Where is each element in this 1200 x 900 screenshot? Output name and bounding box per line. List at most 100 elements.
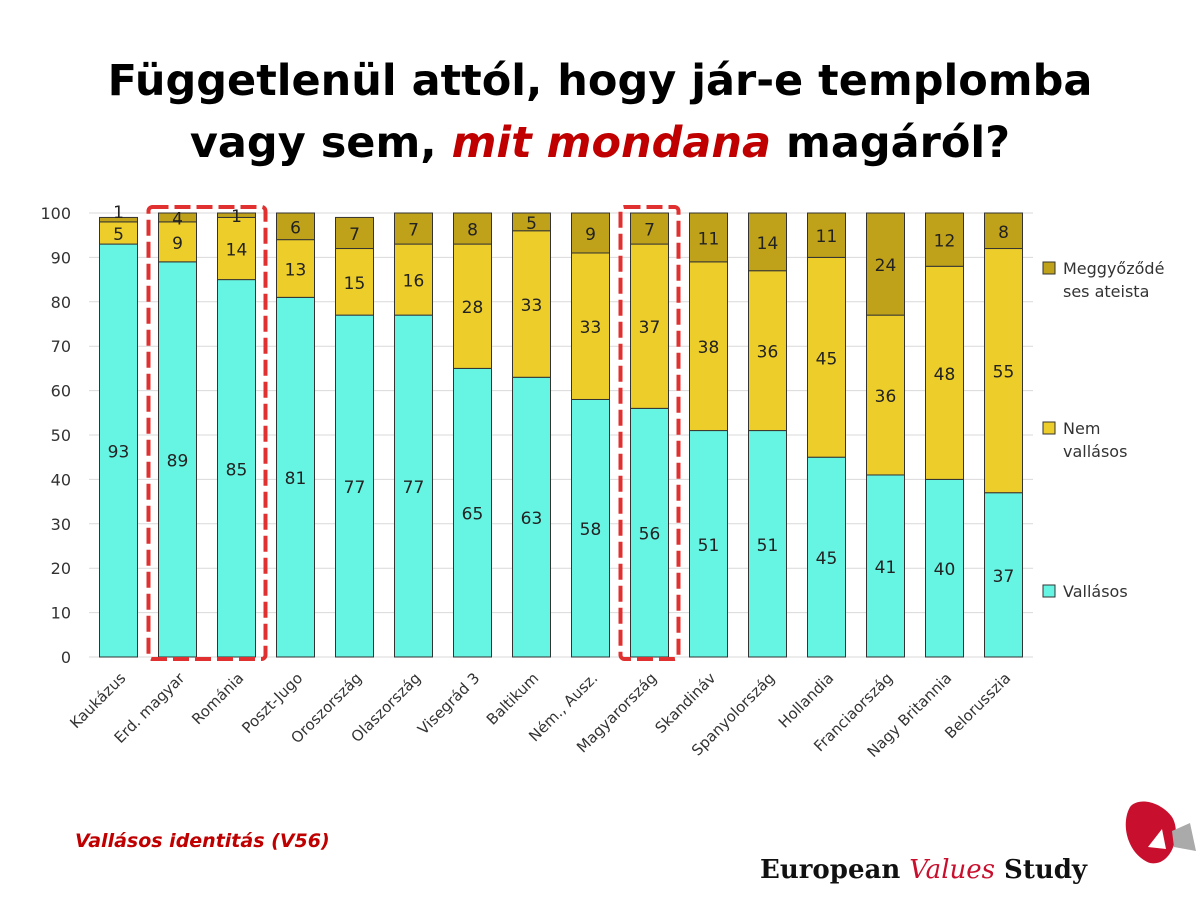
data-label: 33 (580, 318, 602, 338)
bar-segment (217, 216, 256, 281)
bar-segment (866, 474, 905, 658)
data-label: 33 (521, 296, 543, 316)
legend-swatch (1042, 584, 1056, 598)
title-part: magáról? (771, 118, 1011, 168)
legend-label: Nem (1063, 419, 1100, 438)
bar-segment (571, 398, 610, 658)
x-tick-label: Baltikum (483, 669, 542, 728)
data-label: 7 (644, 221, 655, 241)
highlight-box (618, 205, 681, 661)
data-label: 77 (403, 478, 425, 498)
bar-segment (630, 243, 669, 409)
bar-segment (925, 212, 964, 267)
data-label: 4 (172, 209, 183, 229)
highlight-box (146, 205, 268, 661)
legend-label: Vallásos (1063, 582, 1128, 601)
bar-segment (99, 243, 138, 658)
data-label: 8 (467, 221, 478, 241)
data-label: 45 (816, 349, 838, 369)
bar-segment (276, 212, 315, 241)
data-label: 40 (934, 560, 956, 580)
legend-label: Meggyőződé (1063, 259, 1164, 278)
data-label: 9 (585, 225, 596, 245)
legend-swatch (1042, 421, 1056, 435)
data-label: 45 (816, 549, 838, 569)
data-label: 37 (639, 318, 661, 338)
data-label: 41 (875, 558, 897, 578)
data-label: 36 (875, 387, 897, 407)
legend-label: ses ateista (1063, 282, 1149, 301)
title-highlight: mit mondana (451, 118, 772, 168)
data-label: 51 (757, 536, 779, 556)
bar-segment (630, 212, 669, 245)
bar-segment (807, 212, 846, 258)
data-label: 28 (462, 298, 484, 318)
data-label: 65 (462, 505, 484, 525)
bar-segment (748, 212, 787, 272)
data-label: 1 (231, 207, 242, 227)
data-label: 13 (285, 261, 307, 281)
brand-wordmark: European Values Study (760, 855, 1087, 885)
data-label: 81 (285, 469, 307, 489)
data-label: 51 (698, 536, 720, 556)
bar-segment (99, 216, 138, 223)
data-label: 1 (113, 203, 124, 223)
data-label: 9 (172, 234, 183, 254)
bar-segment (512, 230, 551, 378)
data-label: 55 (993, 363, 1015, 383)
data-label: 7 (408, 221, 419, 241)
x-tick-label: Románia (188, 669, 247, 728)
bar-segment (335, 216, 374, 250)
bar-segment (512, 212, 551, 232)
data-label: 5 (526, 214, 537, 234)
data-label: 85 (226, 460, 248, 480)
y-tick-label: 100 (40, 204, 71, 223)
data-label: 14 (757, 234, 779, 254)
bar-segment (925, 265, 964, 480)
legend-swatch (1042, 261, 1056, 275)
data-label: 15 (344, 274, 366, 294)
data-label: 12 (934, 232, 956, 252)
x-tick-label: Hollandia (775, 669, 837, 731)
brand-word: Values (909, 855, 995, 885)
y-tick-label: 20 (51, 559, 71, 578)
title-line-1: Függetlenül attól, hogy jár-e templomba (107, 56, 1093, 106)
bar-segment (748, 270, 787, 432)
chart-title: Függetlenül attól, hogy jár-e templomba … (0, 50, 1200, 174)
title-line-2: vagy sem, mit mondana magáról? (0, 112, 1200, 174)
x-tick-label: Kaukázus (66, 669, 129, 732)
bar-segment (925, 478, 964, 658)
data-label: 93 (108, 443, 130, 463)
data-label: 48 (934, 365, 956, 385)
bar-segment (158, 261, 197, 658)
bar-segment (453, 367, 492, 658)
legend-label: vallásos (1063, 442, 1127, 461)
data-label: 6 (290, 218, 301, 238)
bar-segment (453, 212, 492, 245)
bar-segment (807, 456, 846, 658)
y-tick-label: 0 (61, 648, 71, 667)
bar-segment (394, 243, 433, 316)
bar-segment (335, 248, 374, 316)
y-tick-label: 80 (51, 293, 71, 312)
bar-segment (453, 243, 492, 369)
bar-segment (571, 252, 610, 400)
bar-segment (512, 376, 551, 658)
x-tick-label: Visegrád 3 (414, 669, 483, 738)
data-label: 5 (113, 225, 124, 245)
y-tick-label: 30 (51, 515, 71, 534)
data-label: 11 (816, 227, 838, 247)
bar-segment (571, 212, 610, 254)
bar-segment (217, 279, 256, 658)
data-label: 89 (167, 451, 189, 471)
evs-logo-icon (1125, 801, 1196, 864)
y-tick-label: 10 (51, 604, 71, 623)
data-label: 58 (580, 520, 602, 540)
data-label: 36 (757, 343, 779, 363)
y-tick-label: 90 (51, 248, 71, 267)
data-label: 38 (698, 338, 720, 358)
data-label: 77 (344, 478, 366, 498)
data-label: 37 (993, 567, 1015, 587)
bar-segment (807, 256, 846, 458)
